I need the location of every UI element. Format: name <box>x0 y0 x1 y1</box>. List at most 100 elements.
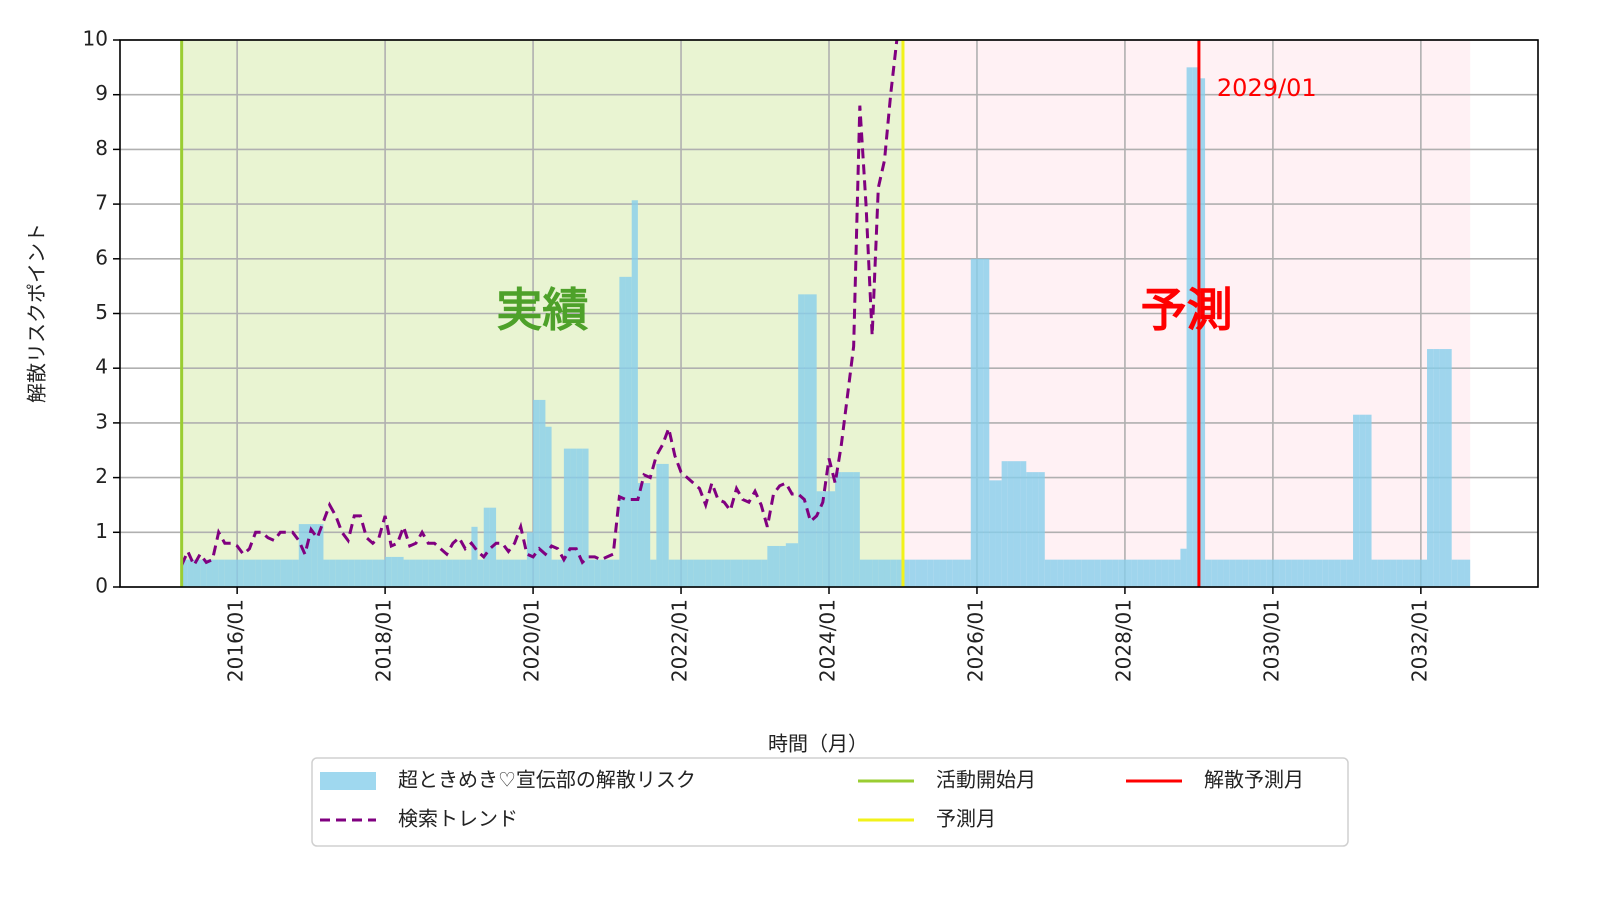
bar <box>779 545 786 587</box>
bar <box>1445 349 1452 587</box>
bar <box>1346 559 1354 587</box>
bar <box>816 491 823 587</box>
y-tick-label: 0 <box>95 574 108 598</box>
bar <box>1365 414 1372 587</box>
bar <box>274 559 281 587</box>
bar <box>693 559 700 587</box>
x-axis-label: 時間（月） <box>768 732 868 756</box>
bar <box>422 559 429 587</box>
bar <box>243 559 250 587</box>
bar <box>446 559 453 587</box>
bar <box>181 559 188 587</box>
bar <box>385 556 392 587</box>
legend-box <box>311 757 1349 847</box>
bar <box>952 559 959 587</box>
y-tick-label: 3 <box>95 409 108 433</box>
x-tick-label: 2016/01 <box>224 599 248 682</box>
bar <box>1439 349 1446 587</box>
bar <box>1020 461 1027 587</box>
x-tick-label: 2022/01 <box>668 599 692 682</box>
x-tick-label: 2032/01 <box>1407 599 1431 682</box>
y-tick-label: 4 <box>95 355 108 379</box>
bar <box>372 559 379 587</box>
bar <box>1174 559 1181 587</box>
bar <box>570 448 577 587</box>
bar <box>415 559 423 587</box>
bar <box>631 200 638 587</box>
bar <box>397 556 404 587</box>
bar <box>230 559 238 587</box>
bar <box>477 559 484 587</box>
bar <box>939 559 947 587</box>
bar <box>354 559 361 587</box>
bar <box>792 543 799 587</box>
bar <box>1155 559 1162 587</box>
bar <box>1248 559 1255 587</box>
bar <box>1013 461 1021 587</box>
bar <box>650 559 657 587</box>
x-tick-label: 2020/01 <box>520 599 544 682</box>
bar <box>1390 559 1397 587</box>
bar <box>539 399 546 587</box>
bar <box>1383 559 1391 587</box>
bar <box>1272 559 1280 587</box>
bar <box>865 559 873 587</box>
bar <box>1192 67 1199 588</box>
legend-label: 解散予測月 <box>1204 768 1304 792</box>
bar <box>1106 559 1113 587</box>
bar <box>1180 548 1187 587</box>
bar <box>1161 559 1169 587</box>
bar <box>391 556 398 587</box>
bar <box>378 559 386 587</box>
bar <box>187 559 194 587</box>
bar <box>761 559 768 587</box>
bar <box>434 559 441 587</box>
bar <box>459 559 466 587</box>
bar <box>748 559 756 587</box>
bar <box>613 559 620 587</box>
bar <box>1402 559 1409 587</box>
bar <box>1223 559 1230 587</box>
bar <box>1026 472 1033 587</box>
bar <box>508 559 515 587</box>
bar <box>1242 559 1249 587</box>
bar <box>656 463 663 587</box>
bar <box>1211 559 1218 587</box>
bar <box>1260 559 1267 587</box>
bar <box>915 559 922 587</box>
trend-line <box>180 39 899 569</box>
plot-marks <box>180 39 1471 588</box>
y-axis-label: 解散リスクポイント <box>25 223 49 403</box>
bar <box>1229 559 1236 587</box>
bar <box>958 559 965 587</box>
bar <box>286 559 293 587</box>
bar <box>1359 414 1366 587</box>
y-tick-label: 1 <box>95 519 108 543</box>
bar <box>1124 559 1132 587</box>
bar <box>607 559 614 587</box>
bar <box>298 524 305 587</box>
bar <box>1050 559 1058 587</box>
bar <box>619 276 626 587</box>
bar <box>1377 559 1384 587</box>
bar <box>526 532 534 587</box>
bar <box>1414 559 1421 587</box>
bar <box>329 559 336 587</box>
bar <box>773 545 780 587</box>
bar <box>1186 67 1193 588</box>
bar <box>970 258 977 587</box>
bar <box>736 559 743 587</box>
bar <box>878 559 885 587</box>
bar <box>1168 559 1175 587</box>
bar <box>224 559 231 587</box>
plot-frame <box>119 39 1539 588</box>
bar <box>662 463 669 587</box>
bar <box>1340 559 1347 587</box>
bar <box>311 524 318 587</box>
bar <box>1205 559 1212 587</box>
bar <box>804 294 811 587</box>
bar <box>1328 559 1335 587</box>
bar <box>520 559 527 587</box>
